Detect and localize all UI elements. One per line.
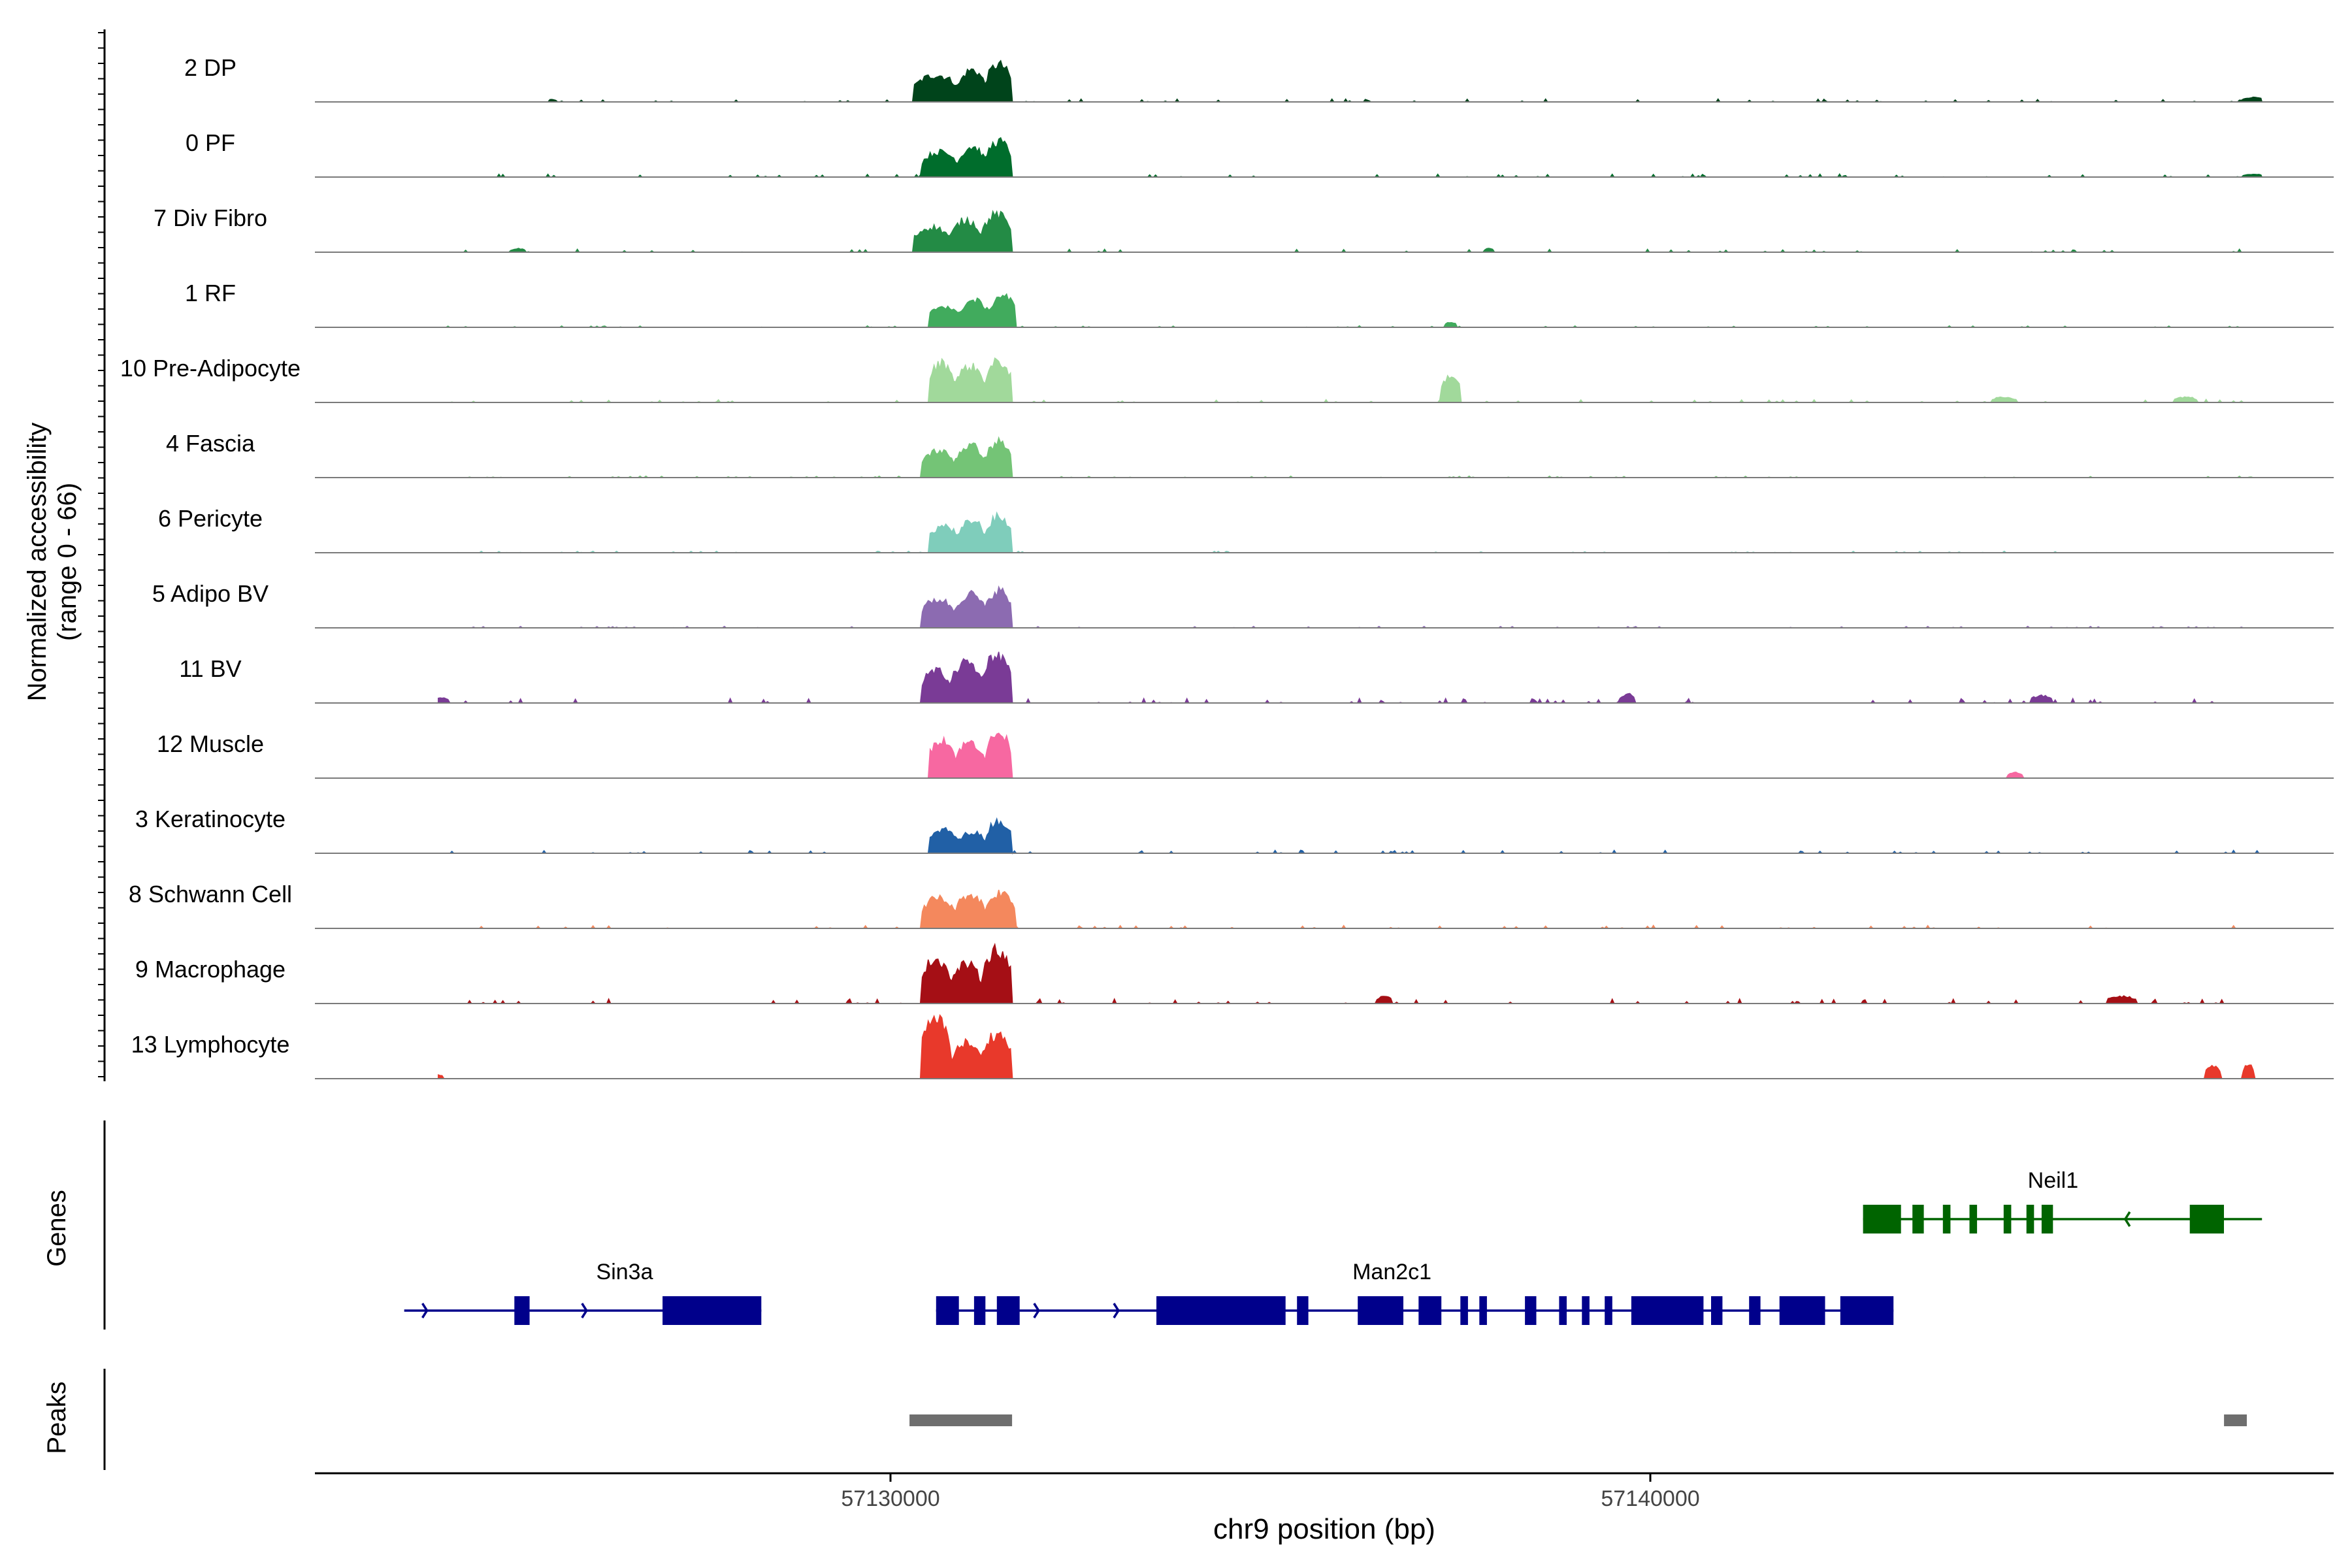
y-axis-title-line1: Normalized accessibility (23, 423, 52, 702)
track-label: 4 Fascia (166, 430, 255, 457)
coverage-area (438, 732, 2262, 779)
exon (2026, 1205, 2034, 1233)
exon (1605, 1296, 1612, 1325)
exon (1460, 1296, 1468, 1325)
strand-arrow (1113, 1303, 1120, 1318)
peak-track (909, 1414, 2247, 1426)
peak-region (909, 1414, 1013, 1426)
coverage-track: 2 DP (184, 54, 2334, 103)
gene-model: Man2c1 (936, 1260, 1894, 1325)
coverage-track: 5 Adipo BV (152, 580, 2334, 629)
exon (936, 1296, 959, 1325)
track-label: 9 Macrophage (135, 956, 286, 983)
coverage-area (438, 585, 2262, 629)
coverage-area (438, 943, 2262, 1005)
exon (1156, 1296, 1286, 1325)
y-axis-title: Normalized accessibility (range 0 - 66) (23, 423, 82, 702)
track-label: 13 Lymphocyte (131, 1031, 290, 1058)
coverage-track: 3 Keratinocyte (135, 806, 2334, 855)
track-label: 5 Adipo BV (152, 580, 269, 607)
exon (1358, 1296, 1403, 1325)
exon (514, 1296, 530, 1325)
y-axis-title-line2: (range 0 - 66) (53, 483, 82, 641)
exon (1582, 1296, 1590, 1325)
exon (1297, 1296, 1309, 1325)
coverage-area (438, 817, 2262, 855)
strand-arrow (2123, 1211, 2131, 1227)
exon (2189, 1205, 2224, 1233)
track-label: 7 Div Fibro (154, 204, 267, 231)
coverage-y-ticks (98, 32, 105, 1077)
exon (1863, 1205, 1901, 1233)
x-axis-title: chr9 position (bp) (1213, 1513, 1435, 1545)
track-label: 12 Muscle (157, 730, 264, 757)
exon (1631, 1296, 1704, 1325)
exon (1525, 1296, 1537, 1325)
track-label: 2 DP (184, 54, 237, 81)
x-axis-ticks: 57130000 57140000 (841, 1473, 1700, 1511)
x-tick-label: 57140000 (1601, 1486, 1699, 1511)
exon (1969, 1205, 1978, 1233)
strand-arrow (581, 1303, 588, 1318)
coverage-track: 6 Pericyte (158, 505, 2334, 553)
exon (1942, 1205, 1951, 1233)
coverage-track: 0 PF (186, 129, 2334, 178)
exon (1779, 1296, 1825, 1325)
gene-model: Sin3a (404, 1260, 762, 1325)
coverage-area (438, 59, 2263, 103)
coverage-area (438, 210, 2262, 253)
coverage-track: 4 Fascia (166, 430, 2334, 478)
x-tick-label: 57130000 (841, 1486, 939, 1511)
coverage-area (438, 137, 2263, 178)
gene-label: Sin3a (596, 1260, 653, 1284)
strand-arrow (421, 1303, 429, 1318)
track-label: 3 Keratinocyte (135, 806, 286, 832)
coverage-track: 8 Schwann Cell (129, 881, 2334, 929)
genes-panel-title: Genes (42, 1190, 71, 1267)
coverage-area (438, 436, 2262, 478)
strand-arrow (1033, 1303, 1040, 1318)
coverage-track: 12 Muscle (157, 730, 2334, 779)
coverage-track: 10 Pre-Adipocyte (120, 355, 2334, 403)
coverage-area (438, 511, 2262, 553)
gene-model: Neil1 (1863, 1168, 2262, 1233)
coverage-track: 1 RF (185, 280, 2334, 329)
exon (973, 1296, 986, 1325)
coverage-area (438, 889, 2262, 929)
coverage-area (438, 1014, 2262, 1079)
exon (1749, 1296, 1761, 1325)
track-label: 8 Schwann Cell (129, 881, 292, 907)
peaks-panel-title: Peaks (42, 1381, 71, 1454)
track-label: 6 Pericyte (158, 505, 263, 532)
track-label: 0 PF (186, 129, 235, 156)
track-label: 11 BV (179, 655, 241, 682)
coverage-tracks: 2 DP 0 PF 7 Div Fibro 1 RF 10 Pre-Adipocyte 4… (120, 54, 2334, 1079)
coverage-area (438, 293, 2262, 329)
exon (1711, 1296, 1723, 1325)
exon (1559, 1296, 1567, 1325)
exon (1479, 1296, 1487, 1325)
coverage-track: 7 Div Fibro (154, 204, 2334, 253)
coverage-track: 11 BV (179, 651, 2334, 704)
exon (996, 1296, 1020, 1325)
exon (1418, 1296, 1442, 1325)
gene-label: Man2c1 (1352, 1260, 1431, 1284)
coverage-area (438, 651, 2262, 704)
gene-track: Sin3a Man2c1 Neil1 (404, 1168, 2262, 1325)
exon (2003, 1205, 2012, 1233)
peak-region (2224, 1414, 2247, 1426)
track-label: 10 Pre-Adipocyte (120, 355, 301, 382)
coverage-track: 13 Lymphocyte (131, 1014, 2334, 1079)
gene-label: Neil1 (2028, 1168, 2078, 1193)
exon (2041, 1205, 2053, 1233)
exon (1840, 1296, 1894, 1325)
coverage-area (438, 357, 2262, 403)
track-label: 1 RF (185, 280, 236, 306)
exon (1912, 1205, 1924, 1233)
coverage-track: 9 Macrophage (135, 943, 2334, 1005)
exon (662, 1296, 762, 1325)
